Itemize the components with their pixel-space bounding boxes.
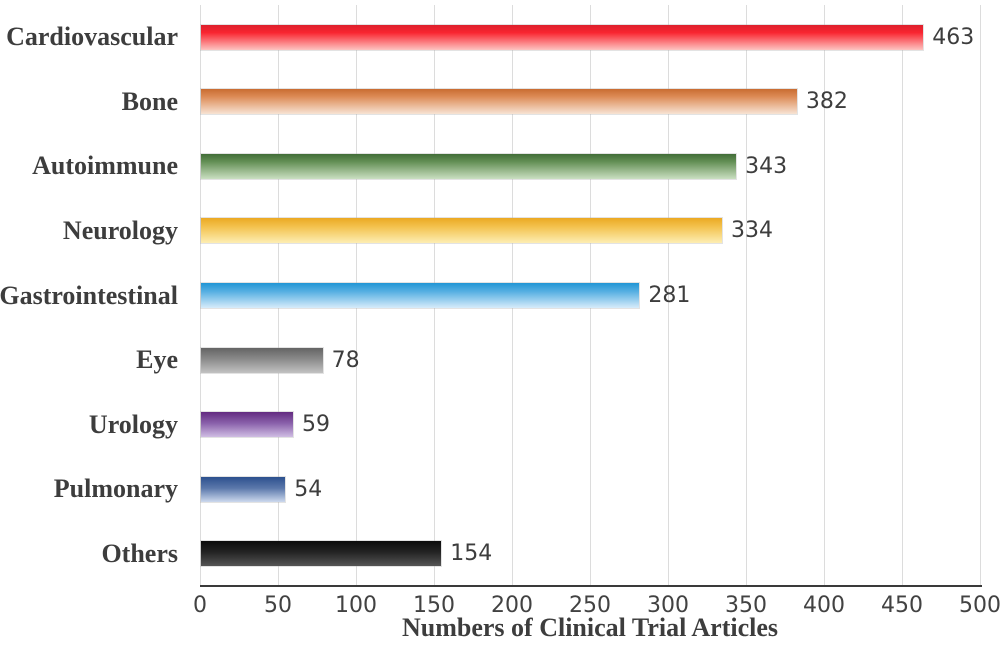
x-tick-label: 300 xyxy=(647,593,689,618)
value-label-urology: 59 xyxy=(302,412,331,438)
value-label-others: 154 xyxy=(450,541,493,567)
bar-eye xyxy=(201,347,323,373)
bar-others xyxy=(201,541,442,567)
bar-cardiovascular xyxy=(201,24,924,50)
value-label-cardiovascular: 463 xyxy=(932,24,975,50)
gridline xyxy=(668,5,669,586)
x-tick-label: 150 xyxy=(413,593,455,618)
value-label-pulmonary: 54 xyxy=(294,476,323,502)
bar-urology xyxy=(201,412,294,438)
gridline xyxy=(980,5,981,586)
bar-gastrointestinal xyxy=(201,283,640,308)
x-tick-label: 450 xyxy=(881,593,923,618)
gridline xyxy=(824,5,825,586)
category-label-eye: Eye xyxy=(136,345,178,375)
category-label-pulmonary: Pulmonary xyxy=(53,474,178,504)
value-label-gastrointestinal: 281 xyxy=(648,283,691,308)
category-label-bone: Bone xyxy=(121,86,178,116)
bar-autoimmune xyxy=(201,153,737,179)
gridline xyxy=(746,5,747,586)
value-label-neurology: 334 xyxy=(731,218,774,244)
category-label-cardiovascular: Cardiovascular xyxy=(6,22,178,52)
category-label-autoimmune: Autoimmune xyxy=(32,151,178,181)
bar-bone xyxy=(201,89,797,115)
x-tick-label: 400 xyxy=(803,593,845,618)
gridline xyxy=(902,5,903,586)
x-tick-label: 100 xyxy=(335,593,377,618)
x-tick-label: 50 xyxy=(264,593,292,618)
x-tick-label: 250 xyxy=(569,593,611,618)
category-label-urology: Urology xyxy=(88,409,178,439)
bar-neurology xyxy=(201,218,723,244)
category-label-gastrointestinal: Gastrointestinal xyxy=(0,280,178,310)
x-axis-line xyxy=(200,585,982,587)
value-label-autoimmune: 343 xyxy=(745,153,788,179)
gridline xyxy=(200,5,201,586)
value-label-bone: 382 xyxy=(805,89,848,115)
x-tick-label: 500 xyxy=(959,593,1000,618)
bar-pulmonary xyxy=(201,476,286,502)
x-tick-label: 200 xyxy=(491,593,533,618)
category-label-others: Others xyxy=(101,538,178,568)
x-axis-title: Numbers of Clinical Trial Articles xyxy=(402,613,778,642)
category-label-neurology: Neurology xyxy=(62,215,178,245)
x-tick-label: 350 xyxy=(725,593,767,618)
x-tick-label: 0 xyxy=(193,593,207,618)
value-label-eye: 78 xyxy=(331,347,360,373)
